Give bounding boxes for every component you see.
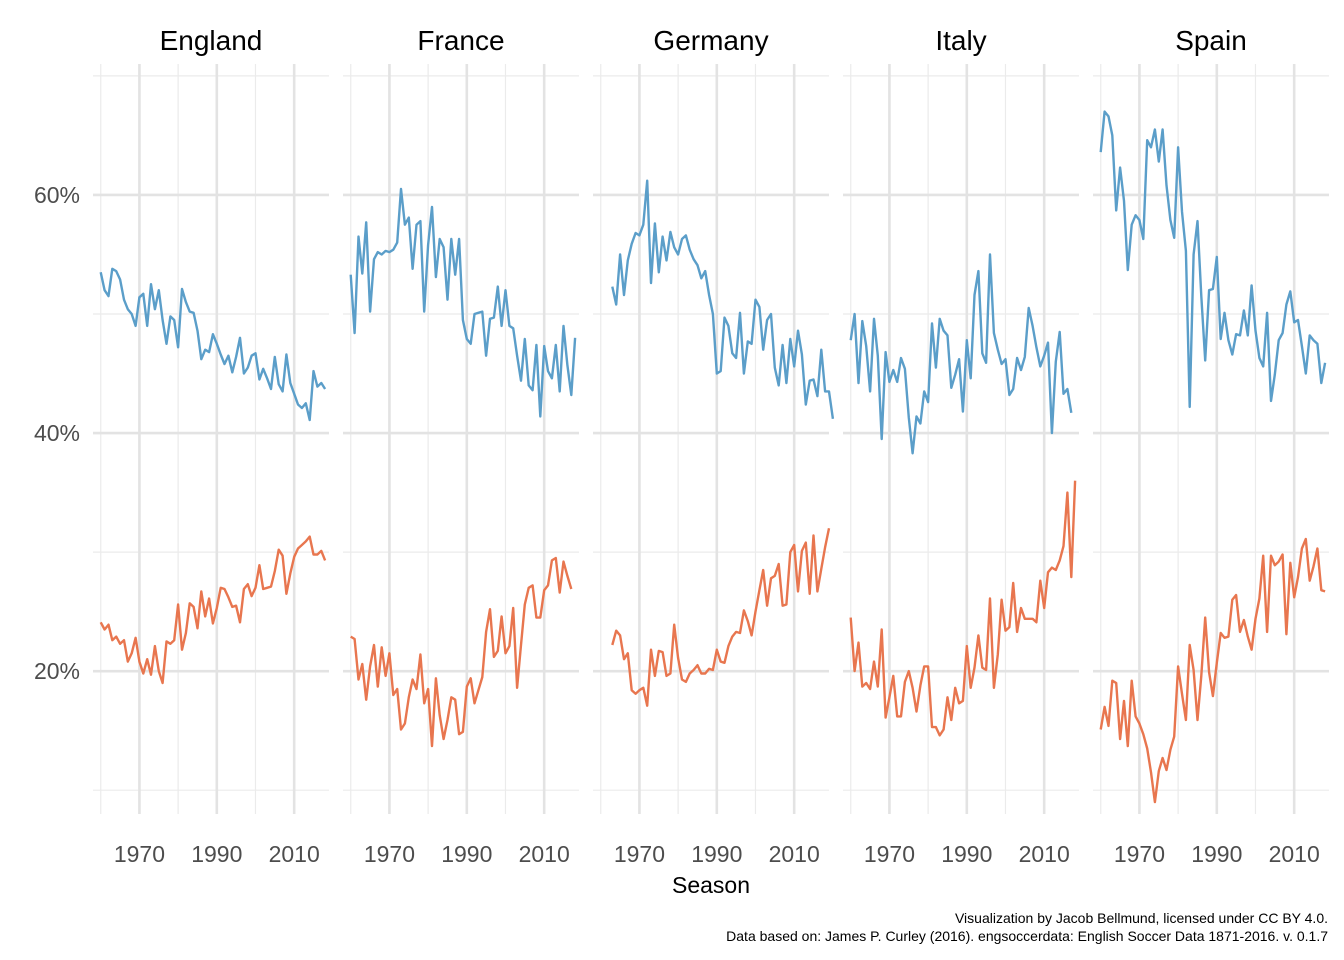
series-line-upper [349, 187, 577, 418]
x-tick-label: 1970 [114, 841, 165, 867]
facet-panel-italy: Italy 1970 1990 2010 [843, 25, 1079, 867]
series-line-upper [1099, 110, 1327, 409]
x-tick-label: 1970 [364, 841, 415, 867]
x-tick-label: 2010 [1019, 841, 1070, 867]
facet-title: England [160, 25, 263, 56]
x-tick-label: 2010 [519, 841, 570, 867]
x-tick-label: 1990 [691, 841, 742, 867]
series-line-lower [350, 556, 573, 748]
caption-license: Visualization by Jacob Bellmund, license… [954, 910, 1328, 926]
facet-panel-france: France 1970 1990 2010 [343, 25, 579, 867]
facet-title: Spain [1175, 25, 1247, 56]
y-tick-label: 20% [34, 658, 80, 684]
series-line-upper [99, 267, 327, 422]
x-tick-label: 2010 [769, 841, 820, 867]
y-tick-label: 60% [34, 182, 80, 208]
x-axis-title: Season [672, 872, 750, 898]
x-tick-label: 1990 [1191, 841, 1242, 867]
x-tick-label: 1990 [441, 841, 492, 867]
series-line-upper [611, 179, 835, 419]
x-tick-label: 1970 [1114, 841, 1165, 867]
x-tick-label: 1970 [864, 841, 915, 867]
y-tick-label: 40% [34, 420, 80, 446]
facet-title: Italy [935, 25, 986, 56]
facet-panel-england: England 1970 1990 2010 [93, 25, 329, 867]
x-tick-label: 1970 [614, 841, 665, 867]
x-tick-label: 2010 [1269, 841, 1320, 867]
series-line-lower [849, 480, 1077, 737]
x-tick-label: 2010 [269, 841, 320, 867]
x-tick-label: 1990 [191, 841, 242, 867]
facet-title: France [417, 25, 504, 56]
caption-data-source: Data based on: James P. Curley (2016). e… [726, 928, 1328, 944]
series-line-lower [1099, 537, 1326, 804]
facet-title: Germany [653, 25, 768, 56]
series-line-lower [611, 528, 831, 707]
x-tick-label: 1990 [941, 841, 992, 867]
facet-panel-spain: Spain 1970 1990 2010 [1093, 25, 1329, 867]
series-line-upper [849, 253, 1073, 455]
facet-panel-germany: Germany 1970 1990 2010 [593, 25, 835, 867]
series-line-lower [99, 535, 327, 685]
